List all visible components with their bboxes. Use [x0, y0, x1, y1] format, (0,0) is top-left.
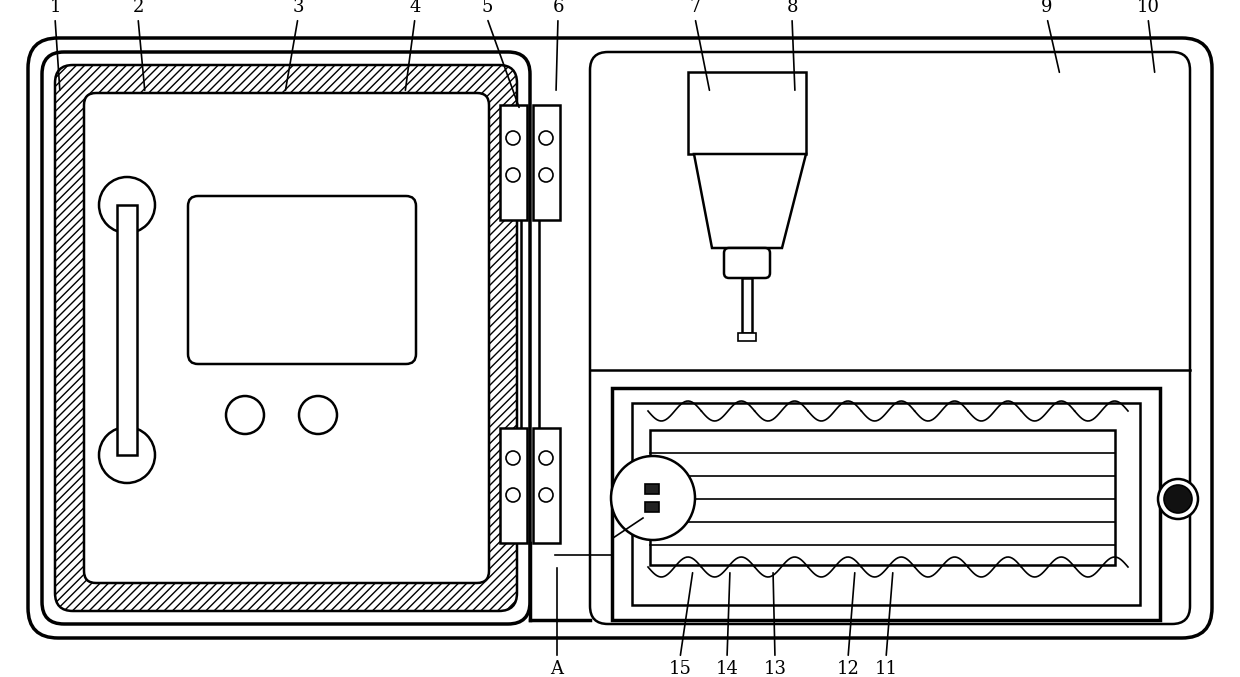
- Text: 4: 4: [409, 0, 420, 16]
- Bar: [500, 105, 527, 220]
- Circle shape: [506, 488, 520, 502]
- Text: 1: 1: [50, 0, 61, 16]
- Circle shape: [99, 427, 155, 483]
- Bar: [632, 403, 1140, 605]
- FancyBboxPatch shape: [590, 52, 1190, 624]
- Bar: [533, 105, 560, 220]
- Polygon shape: [694, 154, 806, 248]
- Text: 3: 3: [293, 0, 304, 16]
- Text: A: A: [551, 660, 563, 677]
- Circle shape: [1158, 479, 1198, 519]
- FancyBboxPatch shape: [55, 65, 517, 611]
- Text: 7: 7: [689, 0, 701, 16]
- Bar: [738, 333, 756, 341]
- Bar: [742, 278, 751, 333]
- Circle shape: [299, 396, 337, 434]
- Circle shape: [506, 168, 520, 182]
- Text: 8: 8: [786, 0, 797, 16]
- Bar: [533, 428, 560, 543]
- Bar: [650, 430, 1115, 565]
- Bar: [645, 484, 658, 494]
- Circle shape: [99, 177, 155, 233]
- Text: 2: 2: [133, 0, 144, 16]
- Text: 9: 9: [1042, 0, 1053, 16]
- Circle shape: [611, 456, 694, 540]
- Circle shape: [506, 131, 520, 145]
- Text: 15: 15: [668, 660, 692, 677]
- Text: 10: 10: [1137, 0, 1159, 16]
- Text: 14: 14: [715, 660, 739, 677]
- Text: 13: 13: [764, 660, 786, 677]
- Circle shape: [539, 168, 553, 182]
- Bar: [500, 428, 527, 543]
- FancyBboxPatch shape: [42, 52, 529, 624]
- Text: 12: 12: [837, 660, 859, 677]
- Circle shape: [539, 451, 553, 465]
- Bar: [613, 388, 1159, 620]
- FancyBboxPatch shape: [29, 38, 1211, 638]
- FancyBboxPatch shape: [84, 93, 489, 583]
- Bar: [645, 502, 658, 512]
- Text: 11: 11: [874, 660, 898, 677]
- Bar: [688, 72, 806, 154]
- Circle shape: [226, 396, 264, 434]
- Circle shape: [539, 488, 553, 502]
- Bar: [117, 205, 136, 455]
- Circle shape: [1164, 485, 1192, 513]
- Text: 5: 5: [481, 0, 492, 16]
- FancyBboxPatch shape: [724, 248, 770, 278]
- Circle shape: [506, 451, 520, 465]
- Text: 6: 6: [552, 0, 564, 16]
- FancyBboxPatch shape: [188, 196, 415, 364]
- Circle shape: [539, 131, 553, 145]
